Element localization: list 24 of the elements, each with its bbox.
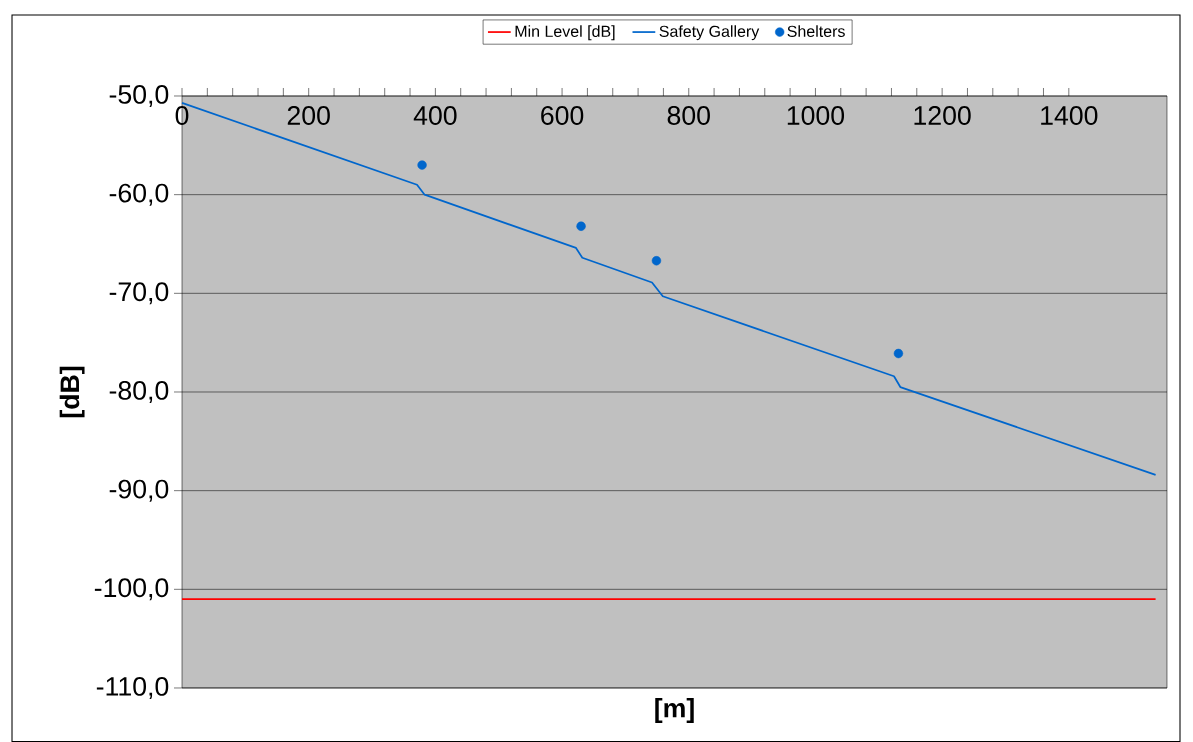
y-tick-label: -50,0 — [109, 84, 169, 108]
x-tick-label: 0 — [175, 106, 189, 125]
point — [576, 221, 586, 231]
y-tick-label: -110,0 — [96, 676, 169, 699]
y-tick-label: -80,0 — [109, 380, 169, 403]
point — [651, 256, 662, 266]
x-tick-label: 600 — [541, 106, 584, 125]
x-tick-label: 1000 — [787, 106, 845, 125]
x-tick-label: 1400 — [1041, 106, 1098, 125]
y-tick-label: -70,0 — [109, 282, 169, 305]
x-tick-label: 800 — [667, 106, 710, 125]
y-tick-label: -90,0 — [109, 479, 169, 502]
x-tick-label: 400 — [413, 106, 457, 125]
x-axis-title: [m] — [655, 698, 694, 723]
y-tick-label: -60,0 — [109, 183, 169, 206]
legend-label: Shelters — [787, 25, 845, 37]
legend-label: Min Level [dB] — [515, 25, 615, 41]
y-tick-label: -100,0 — [94, 578, 169, 601]
point — [417, 160, 427, 170]
legend-label: Safety Gallery — [659, 25, 760, 41]
x-tick-label: 1200 — [914, 106, 971, 125]
x-tick-label: 200 — [287, 106, 330, 125]
y-axis-title: [dB] — [59, 366, 85, 418]
point — [893, 348, 904, 359]
